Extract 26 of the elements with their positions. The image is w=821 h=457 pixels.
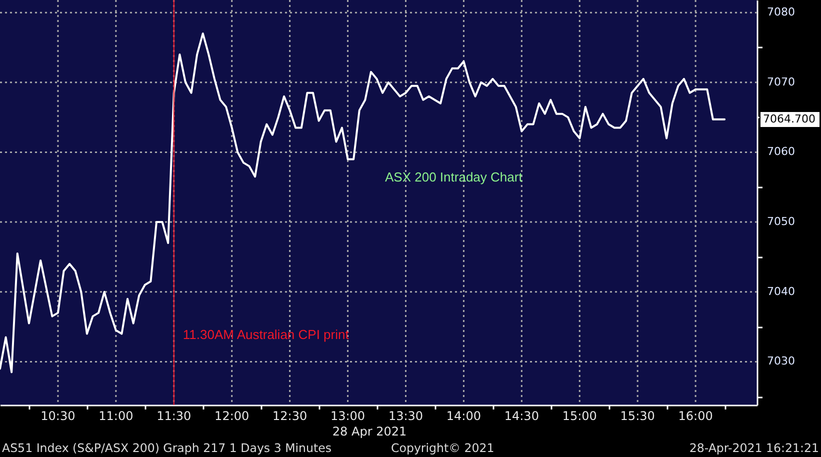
ref-line-label: 11.30AM Australian CPI print xyxy=(182,327,350,342)
x-tick-label: 13:00 xyxy=(330,409,366,423)
y-tick-label: 7080 xyxy=(767,6,795,19)
text: AS51 Index (S&P/ASX 200) Graph 217 1 Days 3 Minutes xyxy=(2,441,332,455)
x-tick-label: 12:00 xyxy=(214,409,250,423)
x-tick-label: 16:00 xyxy=(678,409,713,423)
line-series xyxy=(0,32,726,374)
text: 7064.700 xyxy=(763,112,816,126)
x-tick-label: 10:30 xyxy=(40,409,76,423)
y-tick-label: 7050 xyxy=(767,215,795,228)
x-tick-label: 12:30 xyxy=(272,409,308,423)
x-tick-label: 11:00 xyxy=(98,409,134,423)
x-tick-label: 11:30 xyxy=(156,409,192,423)
x-tick-label: 15:30 xyxy=(620,409,655,423)
y-tick-label: 7040 xyxy=(767,284,795,298)
x-axis-title: 28 Apr 2021 xyxy=(332,424,407,438)
x-tick-label: 13:30 xyxy=(388,409,424,423)
text: Copyright© 2021 xyxy=(391,441,494,455)
text: ASX 200 Intraday Chart xyxy=(385,169,523,184)
text: 28-Apr-2021 16:21:21 xyxy=(689,441,819,455)
x-tick-label: 14:00 xyxy=(446,409,482,423)
y-tick-label: 7070 xyxy=(767,75,795,88)
y-tick-label: 7060 xyxy=(767,145,795,158)
x-tick-label: 14:30 xyxy=(504,409,539,423)
x-tick-label: 15:00 xyxy=(562,409,597,423)
y-tick-label: 7030 xyxy=(767,354,795,368)
